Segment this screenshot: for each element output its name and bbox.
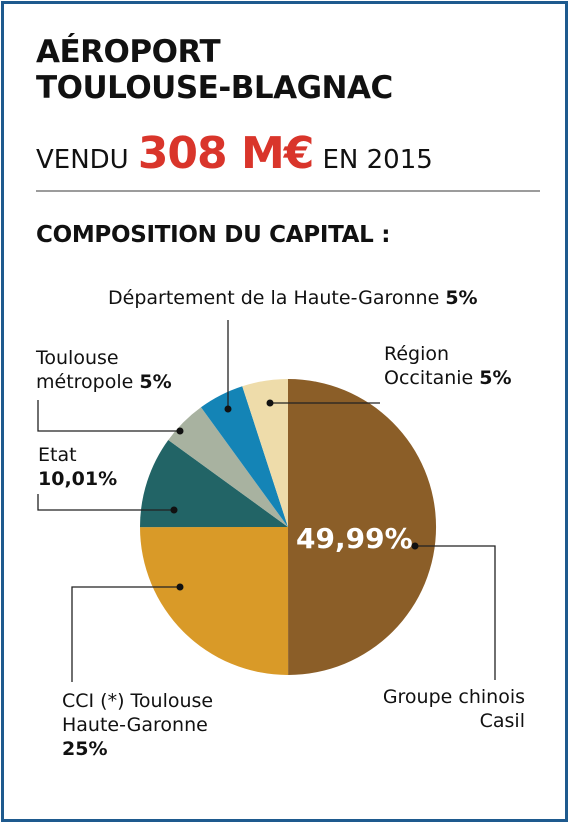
label-text-casil-1: Groupe chinois [382,686,525,708]
label-text-cci-2: Haute-Garonne [62,714,208,736]
border-frame [1,1,568,822]
leader-line-metropole [37,400,180,432]
divider [36,190,540,192]
label-value-metropole: 5% [139,371,172,393]
label-text-casil-2: Casil [479,710,525,732]
label-text-etat-1: Etat [38,444,77,466]
sold-amount: 308 M€ [137,128,315,179]
page-title: AÉROPORT TOULOUSE-BLAGNAC [36,34,393,106]
leader-dot-metropole [176,427,184,435]
label-value-region: 5% [479,367,512,389]
label-value-cci: 25% [62,738,108,760]
label-text-departement-1: Département de la Haute-Garonne [108,287,440,309]
pie-slice-cci [140,527,289,676]
pie-slice-region [242,379,288,527]
label-value-departement: 5% [445,287,478,309]
label-region: Région Occitanie 5% [384,342,549,390]
label-text-cci-1: CCI (*) Toulouse [62,690,214,712]
sold-prefix: VENDU [36,145,129,175]
label-text-metropole-2: métropole [36,371,134,393]
pie-slice-etat [139,440,288,528]
leader-dot-region [266,399,274,407]
sale-headline: VENDU 308 M€ EN 2015 [36,128,433,188]
title-line-2: TOULOUSE-BLAGNAC [36,70,393,106]
label-metropole: Toulouse métropole 5% [36,346,226,394]
pie-slice-casil [288,379,437,675]
pie-slice-metropole [168,407,288,527]
slice-value-casil: 49,99% [296,522,413,555]
label-casil: Groupe chinois Casil [330,685,525,733]
label-text-region-1: Région [384,343,450,365]
sold-suffix: EN 2015 [322,145,433,175]
leader-line-casil [415,545,496,680]
leader-dot-departement [224,405,232,413]
label-etat: Etat 10,01% [38,443,188,491]
label-departement: Département de la Haute-Garonne 5% [108,286,553,310]
leader-line-cci [71,586,180,682]
leader-line-etat [37,494,174,511]
label-text-region-2: Occitanie [384,367,474,389]
label-text-metropole-1: Toulouse [36,347,119,369]
leader-lines [37,320,496,682]
leader-dot-cci [176,583,184,591]
label-value-etat: 10,01% [38,468,118,490]
pie-slice-departement [201,386,288,527]
leader-dot-casil [411,542,419,550]
title-line-1: AÉROPORT [36,34,221,70]
chart-subtitle: COMPOSITION DU CAPITAL : [36,222,391,248]
leader-dot-etat [170,506,178,514]
label-cci: CCI (*) Toulouse Haute-Garonne 25% [62,689,282,761]
pie-slices [139,379,437,676]
